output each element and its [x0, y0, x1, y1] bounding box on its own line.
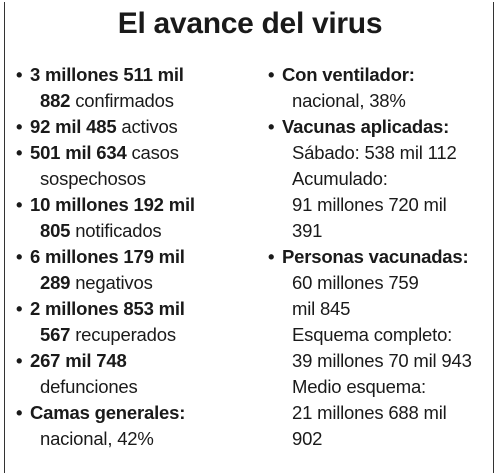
bullet-icon: • — [268, 64, 275, 85]
stat-figure: 3 millones 511 mil — [30, 64, 184, 85]
stat-figure: Con ventilador: — [282, 64, 415, 85]
stat-line: defunciones — [30, 374, 260, 400]
stat-figure: Camas generales: — [30, 402, 186, 423]
stat-figure: 567 — [40, 324, 71, 345]
left-stats-column: • 3 millones 511 mil 882 confirmados • 9… — [16, 62, 260, 452]
stat-line: Personas vacunadas: — [282, 244, 498, 270]
stat-line: 39 millones 70 mil 943 — [282, 348, 498, 374]
stat-label: 91 millones 720 mil — [292, 194, 447, 215]
stat-label: sospechosos — [40, 168, 146, 189]
stat-line: 6 millones 179 mil — [30, 244, 260, 270]
stat-line: 92 mil 485 activos — [30, 114, 260, 140]
bullet-icon: • — [268, 116, 275, 137]
stat-line: 567 recuperados — [30, 322, 260, 348]
stat-line: 3 millones 511 mil — [30, 62, 260, 88]
stat-label: 391 — [292, 220, 323, 241]
stat-line: Medio esquema: — [282, 374, 498, 400]
stat-line: 21 millones 688 mil — [282, 400, 498, 426]
stat-label: nacional, 38% — [292, 90, 406, 111]
stat-label: negativos — [70, 272, 153, 293]
stat-line: Con ventilador: — [282, 62, 498, 88]
bullet-icon: • — [16, 246, 23, 267]
stat-label: casos — [126, 142, 179, 163]
stat-figure: 6 millones 179 mil — [30, 246, 185, 267]
stat-line: 805 notificados — [30, 218, 260, 244]
stat-line: Sábado: 538 mil 112 — [282, 140, 498, 166]
stat-defunciones: • 267 mil 748 defunciones — [16, 348, 260, 400]
stat-label: activos — [116, 116, 178, 137]
stat-label: recuperados — [70, 324, 176, 345]
stat-figure: Personas vacunadas: — [282, 246, 469, 267]
stat-label: mil 845 — [292, 298, 351, 319]
stat-line: Acumulado: — [282, 166, 498, 192]
stat-camas-generales: • Camas generales: nacional, 42% — [16, 400, 260, 452]
stat-label: Esquema completo: — [292, 324, 453, 345]
stat-label: 60 millones 759 — [292, 272, 419, 293]
bullet-icon: • — [16, 116, 23, 137]
stat-vacunas-aplicadas: • Vacunas aplicadas: Sábado: 538 mil 112… — [268, 114, 498, 244]
stat-figure: 10 millones 192 mil — [30, 194, 195, 215]
stat-figure: Vacunas aplicadas: — [282, 116, 450, 137]
bullet-icon: • — [268, 246, 275, 267]
stat-line: 91 millones 720 mil — [282, 192, 498, 218]
stat-label: nacional, 42% — [40, 428, 154, 449]
stat-label: defunciones — [40, 376, 138, 397]
stat-negativos: • 6 millones 179 mil 289 negativos — [16, 244, 260, 296]
bullet-icon: • — [16, 402, 23, 423]
stat-figure: 805 — [40, 220, 71, 241]
stat-line: 289 negativos — [30, 270, 260, 296]
stat-line: sospechosos — [30, 166, 260, 192]
stat-label: 21 millones 688 mil — [292, 402, 447, 423]
infographic-title: El avance del virus — [117, 7, 383, 40]
stat-line: 391 — [282, 218, 498, 244]
stat-activos: • 92 mil 485 activos — [16, 114, 260, 140]
stat-figure: 92 mil 485 — [30, 116, 117, 137]
stat-figure: 2 millones 853 mil — [30, 298, 185, 319]
stat-label: Medio esquema: — [292, 376, 426, 397]
stat-line: 267 mil 748 — [30, 348, 260, 374]
stat-figure: 289 — [40, 272, 71, 293]
stat-label: notificados — [70, 220, 162, 241]
bullet-icon: • — [16, 142, 23, 163]
stat-notificados: • 10 millones 192 mil 805 notificados — [16, 192, 260, 244]
stat-label: Sábado: 538 mil 112 — [292, 142, 457, 163]
stat-label: Acumulado: — [292, 168, 388, 189]
stat-label: 902 — [292, 428, 323, 449]
stat-line: nacional, 42% — [30, 426, 260, 452]
right-stats-column: • Con ventilador: nacional, 38% • Vacuna… — [268, 62, 498, 452]
bullet-icon: • — [16, 298, 23, 319]
stat-line: 501 mil 634 casos — [30, 140, 260, 166]
bullet-icon: • — [16, 64, 23, 85]
stat-line: Camas generales: — [30, 400, 260, 426]
stat-figure: 267 mil 748 — [30, 350, 127, 371]
stat-con-ventilador: • Con ventilador: nacional, 38% — [268, 62, 498, 114]
stat-figure: 882 — [40, 90, 71, 111]
stat-line: 60 millones 759 — [282, 270, 498, 296]
bullet-icon: • — [16, 194, 23, 215]
stat-personas-vacunadas: • Personas vacunadas: 60 millones 759 mi… — [268, 244, 498, 452]
stat-sospechosos: • 501 mil 634 casos sospechosos — [16, 140, 260, 192]
stat-figure: 501 mil 634 — [30, 142, 127, 163]
stat-line: 10 millones 192 mil — [30, 192, 260, 218]
stat-recuperados: • 2 millones 853 mil 567 recuperados — [16, 296, 260, 348]
stat-confirmados: • 3 millones 511 mil 882 confirmados — [16, 62, 260, 114]
stat-label: confirmados — [70, 90, 174, 111]
stat-line: 882 confirmados — [30, 88, 260, 114]
stat-line: 902 — [282, 426, 498, 452]
stat-line: nacional, 38% — [282, 88, 498, 114]
infographic-frame — [4, 2, 494, 473]
stat-line: 2 millones 853 mil — [30, 296, 260, 322]
bullet-icon: • — [16, 350, 23, 371]
stat-line: Vacunas aplicadas: — [282, 114, 498, 140]
stat-label: 39 millones 70 mil 943 — [292, 350, 472, 371]
stat-line: mil 845 — [282, 296, 498, 322]
stat-line: Esquema completo: — [282, 322, 498, 348]
